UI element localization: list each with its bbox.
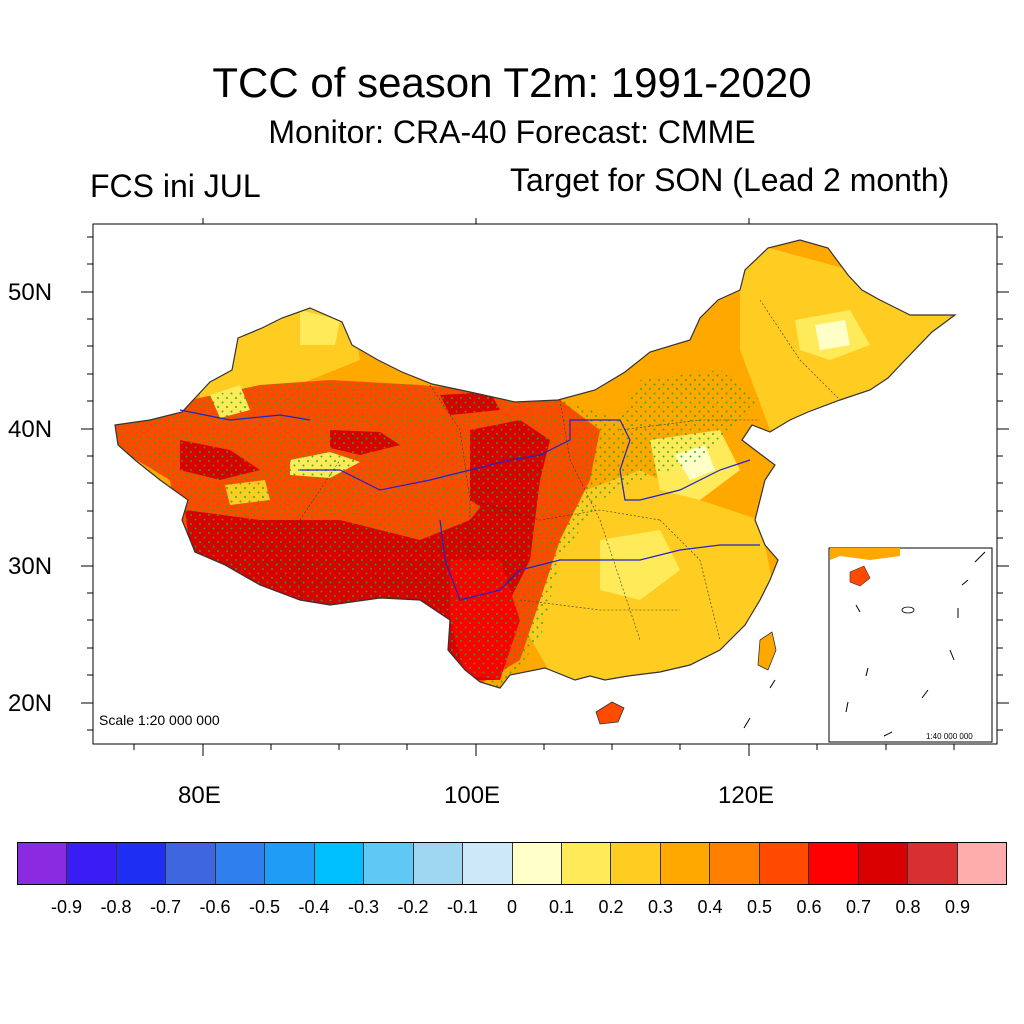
- lon-label-120e: 120E: [718, 782, 775, 809]
- province-borders: [299, 299, 841, 641]
- colorbar-label: -0.3: [347, 897, 380, 917]
- colorbar-label: 0.8: [895, 897, 921, 917]
- chart-title: TCC of season T2m: 1991-2020: [212, 59, 812, 106]
- colorbar-label: 0.6: [796, 897, 822, 917]
- map-scale-note: Scale 1:20 000 000: [99, 712, 220, 728]
- colorbar-box-0: [18, 843, 68, 884]
- colorbar-box-6: [314, 843, 365, 884]
- colorbar-label: -0.7: [149, 897, 182, 917]
- colorbar-box-19: [957, 843, 1007, 884]
- colorbar-box-4: [215, 843, 266, 884]
- colorbar-box-12: [611, 843, 661, 884]
- colorbar-box-17: [858, 843, 909, 884]
- colorbar-label: 0.2: [598, 897, 624, 917]
- colorbar-label: 0.3: [647, 897, 674, 917]
- colorbar-label: 0.7: [845, 897, 872, 917]
- forecast-init-label: FCS ini JUL: [90, 168, 261, 204]
- colorbar-box-7: [364, 843, 414, 884]
- colorbar-label: -0.6: [199, 897, 231, 917]
- lat-ticks: [81, 236, 1009, 731]
- lat-label-30n: 30N: [8, 553, 53, 580]
- colorbar-label: -0.8: [100, 897, 132, 917]
- inset-scale-note: 1:40 000 000: [926, 732, 973, 741]
- lat-label-50n: 50N: [8, 279, 53, 306]
- colorbar-box-9: [463, 843, 513, 884]
- hainan: [595, 701, 625, 725]
- target-season-label: Target for SON (Lead 2 month): [510, 162, 950, 198]
- colorbar-box-3: [166, 843, 216, 884]
- colorbar-label: 0.9: [944, 897, 971, 917]
- colorbar-box-10: [512, 843, 562, 884]
- colorbar-box-1: [67, 843, 117, 884]
- taiwan: [757, 631, 777, 671]
- colorbar-box-14: [710, 843, 760, 884]
- chart-subtitle: Monitor: CRA-40 Forecast: CMME: [268, 114, 756, 150]
- colorbar-box-2: [116, 843, 167, 884]
- colorbar-label: -0.5: [248, 897, 281, 917]
- lon-ticks: [133, 218, 955, 756]
- colorbar-box-18: [908, 843, 958, 884]
- colorbar-label: 0.4: [697, 897, 723, 917]
- lon-label-100e: 100E: [444, 782, 501, 809]
- colorbar-label: -0.2: [397, 897, 429, 917]
- colorbar-label: 0.5: [746, 897, 773, 917]
- sea-boundary-dashes: [743, 679, 776, 729]
- lat-label-40n: 40N: [8, 416, 53, 443]
- south-china-sea-inset: [828, 547, 993, 743]
- colorbar-box-16: [809, 843, 859, 884]
- lat-label-20n: 20N: [8, 690, 53, 717]
- colorbar-box-11: [561, 843, 612, 884]
- colorbar-box-8: [413, 843, 464, 884]
- colorbar-box-5: [265, 843, 315, 884]
- colorbar-label: 0: [506, 897, 518, 917]
- colorbar-label: 0.1: [548, 897, 575, 917]
- rivers: [179, 409, 760, 601]
- colorbar-box-13: [660, 843, 711, 884]
- colorbar-box-15: [759, 843, 810, 884]
- colorbar-label: -0.9: [50, 897, 83, 917]
- colorbar: [17, 842, 1007, 885]
- lon-label-80e: 80E: [178, 782, 221, 809]
- colorbar-label: -0.1: [446, 897, 479, 917]
- colorbar-label: -0.4: [298, 897, 330, 917]
